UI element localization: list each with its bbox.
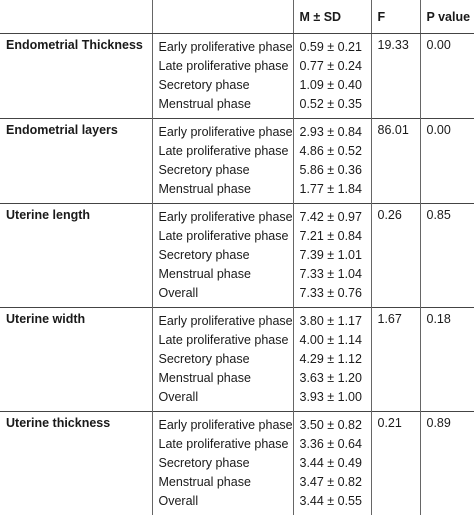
phase-label: Secretory phase	[159, 246, 293, 265]
phase-label: Early proliferative phase	[159, 208, 293, 227]
phase-label: Early proliferative phase	[159, 416, 293, 435]
phase-label: Menstrual phase	[159, 265, 293, 284]
mean-sd-value: 1.77 ± 1.84	[300, 180, 371, 199]
phase-label: Late proliferative phase	[159, 227, 293, 246]
p-value: 0.00	[420, 34, 474, 119]
phase-label: Early proliferative phase	[159, 123, 293, 142]
parameter-label: Endometrial layers	[0, 119, 152, 204]
phase-label: Late proliferative phase	[159, 331, 293, 350]
mean-sd-value: 4.29 ± 1.12	[300, 350, 371, 369]
phase-label: Overall	[159, 388, 293, 407]
mean-sd-value: 0.77 ± 0.24	[300, 57, 371, 76]
mean-sd-value: 3.80 ± 1.17	[300, 312, 371, 331]
header-p-value: P value	[420, 0, 474, 34]
phase-label: Secretory phase	[159, 350, 293, 369]
header-f: F	[371, 0, 420, 34]
header-row: M ± SD F P value	[0, 0, 474, 34]
phase-label: Menstrual phase	[159, 180, 293, 199]
phase-label: Secretory phase	[159, 161, 293, 180]
phase-label: Late proliferative phase	[159, 142, 293, 161]
mean-sd-value: 5.86 ± 0.36	[300, 161, 371, 180]
mean-sd-value: 4.00 ± 1.14	[300, 331, 371, 350]
mean-sd-value: 7.42 ± 0.97	[300, 208, 371, 227]
mean-sd-value: 3.36 ± 0.64	[300, 435, 371, 454]
parameter-label: Uterine thickness	[0, 412, 152, 515]
p-value: 0.85	[420, 204, 474, 308]
header-parameter	[0, 0, 152, 34]
f-value: 0.26	[371, 204, 420, 308]
mean-sd-value: 2.93 ± 0.84	[300, 123, 371, 142]
header-mean-sd: M ± SD	[293, 0, 371, 34]
mean-sd-value: 3.44 ± 0.55	[300, 492, 371, 511]
mean-sd-value: 0.59 ± 0.21	[300, 38, 371, 57]
phase-label: Early proliferative phase	[159, 38, 293, 57]
phase-label: Menstrual phase	[159, 473, 293, 492]
mean-sd-value: 3.44 ± 0.49	[300, 454, 371, 473]
mean-sd-value: 3.93 ± 1.00	[300, 388, 371, 407]
mean-sd-value: 7.21 ± 0.84	[300, 227, 371, 246]
mean-sd-value: 3.47 ± 0.82	[300, 473, 371, 492]
mean-sd-value: 1.09 ± 0.40	[300, 76, 371, 95]
mean-sd-value: 4.86 ± 0.52	[300, 142, 371, 161]
mean-sd-value: 0.52 ± 0.35	[300, 95, 371, 114]
p-value: 0.18	[420, 308, 474, 412]
f-value: 1.67	[371, 308, 420, 412]
f-value: 86.01	[371, 119, 420, 204]
p-value: 0.89	[420, 412, 474, 515]
mean-sd-value: 7.33 ± 0.76	[300, 284, 371, 303]
mean-sd-value: 7.39 ± 1.01	[300, 246, 371, 265]
f-value: 19.33	[371, 34, 420, 119]
mean-sd-value: 7.33 ± 1.04	[300, 265, 371, 284]
parameter-label: Uterine length	[0, 204, 152, 308]
phase-label: Secretory phase	[159, 454, 293, 473]
phase-label: Menstrual phase	[159, 369, 293, 388]
phase-label: Late proliferative phase	[159, 57, 293, 76]
parameter-label: Endometrial Thickness	[0, 34, 152, 119]
mean-sd-value: 3.50 ± 0.82	[300, 416, 371, 435]
parameter-label: Uterine width	[0, 308, 152, 412]
phase-label: Early proliferative phase	[159, 312, 293, 331]
mean-sd-value: 3.63 ± 1.20	[300, 369, 371, 388]
phase-label: Secretory phase	[159, 76, 293, 95]
p-value: 0.00	[420, 119, 474, 204]
phase-label: Overall	[159, 492, 293, 511]
phase-label: Menstrual phase	[159, 95, 293, 114]
phase-label: Overall	[159, 284, 293, 303]
f-value: 0.21	[371, 412, 420, 515]
phase-label: Late proliferative phase	[159, 435, 293, 454]
header-phase	[152, 0, 293, 34]
